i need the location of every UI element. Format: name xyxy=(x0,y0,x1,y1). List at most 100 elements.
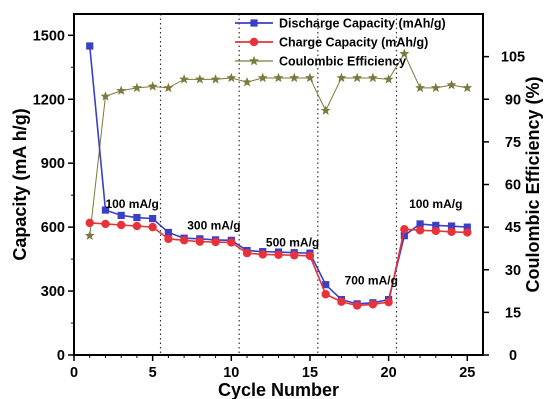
coulombic-efficiency-point xyxy=(415,82,426,93)
discharge-capacity-mah-g-point xyxy=(463,223,471,231)
discharge-capacity-mah-g-point xyxy=(322,281,330,289)
rate-annotation: 500 mA/g xyxy=(266,235,319,249)
charge-capacity-mah-g-point xyxy=(321,290,330,299)
charge-capacity-mah-g-point xyxy=(384,297,393,307)
y-right-tick-label: 0 xyxy=(509,348,517,364)
coulombic-efficiency-point xyxy=(320,105,331,115)
coulombic-efficiency-point xyxy=(273,72,284,83)
legend-label-charge-capacity-mah-g: Charge Capacity (mAh/g) xyxy=(279,36,428,50)
charge-capacity-mah-g-point xyxy=(290,251,299,260)
series-layer xyxy=(84,42,473,310)
coulombic-efficiency-point xyxy=(226,72,237,83)
rate-annotation: 700 mA/g xyxy=(345,274,398,288)
charge-capacity-mah-g-point xyxy=(211,237,220,247)
coulombic-efficiency-point xyxy=(383,74,394,84)
y-left-tick-label: 600 xyxy=(41,220,65,236)
discharge-capacity-mah-g-point xyxy=(447,222,456,230)
legend-label-coulombic-efficiency: Coulombic Efficiency xyxy=(279,55,406,69)
legend-swatch-marker xyxy=(249,55,259,66)
rate-dividers xyxy=(159,14,398,355)
coulombic-efficiency-point xyxy=(305,72,315,83)
y-left-tick-label: 1200 xyxy=(33,92,65,108)
legend-swatch-marker xyxy=(250,19,258,27)
rate-annotations: 100 mA/g 300 mA/g 500 mA/g 700 mA/g 100 mA/g xyxy=(105,197,462,288)
charge-capacity-mah-g-point xyxy=(400,225,409,234)
charge-capacity-mah-g-point xyxy=(447,227,456,237)
coulombic-efficiency-series xyxy=(84,48,473,240)
coulombic-efficiency-point xyxy=(131,82,142,93)
coulombic-efficiency-point xyxy=(399,48,410,58)
charge-capacity-mah-g-point xyxy=(242,248,252,258)
axis-ticks: 0 5 10 15 20 25 0 300 600 900 1200 1500 0 15 30 45 60 75 9… xyxy=(33,28,525,381)
x-tick-label: 25 xyxy=(459,365,475,381)
charge-capacity-mah-g-point xyxy=(85,218,94,228)
rate-annotation: 100 mA/g xyxy=(409,197,462,211)
charge-capacity-mah-g-point xyxy=(463,228,472,237)
charge-capacity-mah-g-point xyxy=(352,301,362,310)
x-tick-label: 0 xyxy=(70,365,78,381)
coulombic-efficiency-point xyxy=(116,85,127,95)
charge-capacity-mah-g-point xyxy=(337,297,346,306)
y-left-tick-label: 0 xyxy=(57,348,65,364)
x-tick-label: 10 xyxy=(223,365,239,381)
discharge-capacity-mah-g-point xyxy=(101,206,110,214)
y-right-tick-label: 90 xyxy=(505,92,521,108)
coulombic-efficiency-point xyxy=(194,74,205,84)
charge-capacity-mah-g-point xyxy=(431,226,441,236)
charge-capacity-mah-g-point xyxy=(258,250,267,259)
charge-capacity-mah-g-point xyxy=(164,234,173,244)
legend-label-discharge-capacity-mah-g: Discharge Capacity (mAh/g) xyxy=(279,17,446,31)
coulombic-efficiency-point xyxy=(367,72,378,83)
discharge-capacity-mah-g-point xyxy=(400,232,408,240)
y-left-tick-label: 300 xyxy=(41,284,65,300)
charge-capacity-mah-g-point xyxy=(179,236,189,245)
x-tick-label: 15 xyxy=(302,365,318,381)
y-right-tick-label: 30 xyxy=(505,263,521,279)
charge-capacity-mah-g-series xyxy=(85,218,472,310)
coulombic-efficiency-point xyxy=(84,230,95,240)
coulombic-efficiency-point xyxy=(446,79,457,90)
charge-capacity-mah-g-point xyxy=(132,221,142,231)
charge-capacity-mah-g-point xyxy=(116,220,126,230)
coulombic-efficiency-point xyxy=(179,74,190,84)
discharge-capacity-mah-g-point xyxy=(164,228,172,237)
discharge-capacity-mah-g-point xyxy=(133,213,141,222)
y-left-tick-label: 1500 xyxy=(33,28,65,44)
charge-capacity-mah-g-point xyxy=(101,219,110,229)
legend-swatch-marker xyxy=(249,37,259,47)
y-right-tick-label: 45 xyxy=(505,220,521,236)
y-axis-left-title: Capacity (mA h/g) xyxy=(10,108,30,260)
charge-capacity-mah-g-point xyxy=(305,251,315,261)
coulombic-efficiency-point xyxy=(242,77,252,87)
x-axis-title: Cycle Number xyxy=(218,380,339,399)
coulombic-efficiency-point xyxy=(163,82,174,93)
x-tick-label: 20 xyxy=(381,365,397,381)
y-right-tick-label: 75 xyxy=(505,135,521,151)
rate-annotation: 300 mA/g xyxy=(187,218,240,232)
rate-annotation: 100 mA/g xyxy=(105,197,158,211)
coulombic-efficiency-point xyxy=(147,81,158,91)
y-left-tick-label: 900 xyxy=(41,156,65,172)
coulombic-efficiency-point xyxy=(210,74,221,84)
charge-capacity-mah-g-point xyxy=(227,238,236,247)
charge-capacity-mah-g-point xyxy=(415,226,425,235)
coulombic-efficiency-point xyxy=(336,72,347,83)
discharge-capacity-mah-g-point xyxy=(416,220,424,228)
charge-capacity-mah-g-point xyxy=(368,300,378,309)
discharge-capacity-mah-g-point xyxy=(432,221,440,230)
coulombic-efficiency-point xyxy=(352,72,363,83)
legend: Discharge Capacity (mAh/g) Charge Capacit… xyxy=(235,17,446,69)
discharge-capacity-mah-g-point xyxy=(149,215,157,223)
x-tick-label: 5 xyxy=(149,365,157,381)
charge-capacity-mah-g-point xyxy=(274,250,283,260)
coulombic-efficiency-point xyxy=(257,72,268,83)
coulombic-efficiency-point xyxy=(430,82,441,93)
discharge-capacity-mah-g-point xyxy=(117,211,125,220)
y-right-tick-label: 105 xyxy=(501,50,525,66)
coulombic-efficiency-point xyxy=(462,82,473,93)
y-right-tick-label: 60 xyxy=(505,178,521,194)
discharge-capacity-mah-g-series xyxy=(86,42,471,308)
y-axis-right-title: Coulombic Efficiency (%) xyxy=(523,76,543,292)
discharge-capacity-mah-g-point xyxy=(86,42,94,50)
